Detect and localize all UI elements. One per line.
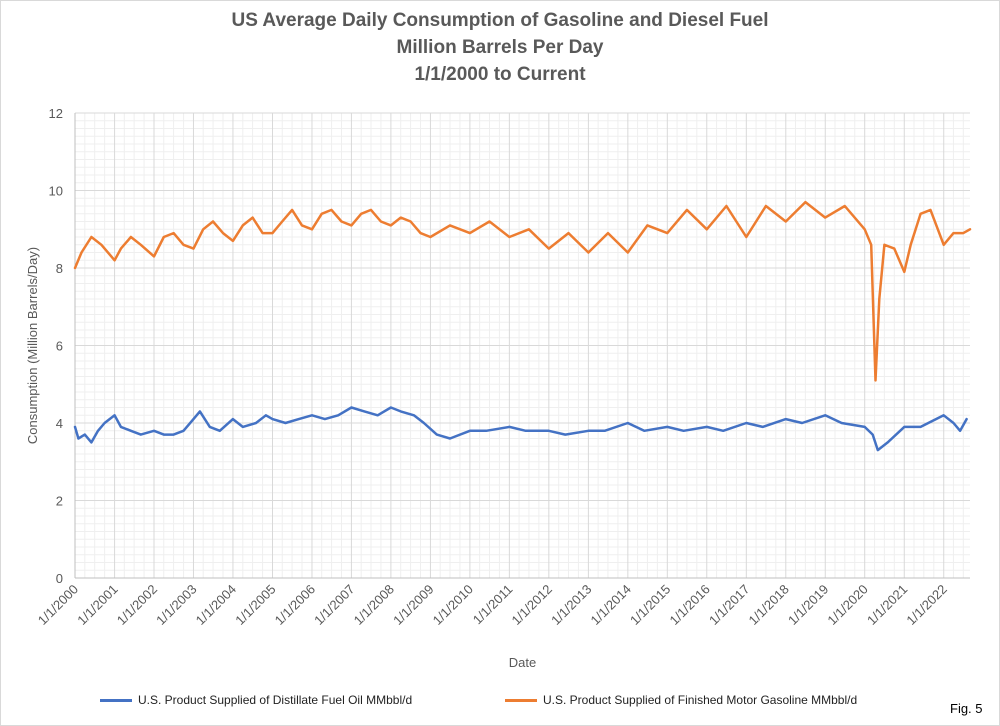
x-tick-label: 1/1/2011 [470, 582, 516, 628]
x-tick-label: 1/1/2018 [746, 582, 792, 628]
x-tick-label: 1/1/2020 [824, 582, 870, 628]
x-tick-label: 1/1/2006 [272, 582, 318, 628]
x-tick-label: 1/1/2022 [903, 582, 949, 628]
y-tick-label: 12 [49, 106, 63, 121]
series-line-gasoline [73, 200, 972, 382]
y-tick-label: 2 [56, 494, 63, 509]
legend-item-gasoline: U.S. Product Supplied of Finished Motor … [505, 693, 857, 707]
x-tick-label: 1/1/2007 [311, 582, 357, 628]
legend-item-distillate: U.S. Product Supplied of Distillate Fuel… [100, 693, 412, 707]
x-tick-label: 1/1/2019 [785, 582, 831, 628]
x-tick-label: 1/1/2002 [114, 582, 160, 628]
chart-subtitle-range: 1/1/2000 to Current [414, 64, 586, 85]
x-tick-label: 1/1/2013 [548, 582, 594, 628]
x-tick-label: 1/1/2015 [627, 582, 673, 628]
x-tick-label: 1/1/2010 [430, 582, 476, 628]
x-axis-title: Date [509, 655, 536, 670]
x-tick-label: 1/1/2005 [232, 582, 278, 628]
x-tick-label: 1/1/2004 [193, 582, 239, 628]
x-tick-label: 1/1/2003 [153, 582, 199, 628]
y-tick-label: 4 [56, 416, 63, 431]
major-gridlines [74, 112, 970, 579]
x-tick-label: 1/1/2012 [509, 582, 555, 628]
x-tick-label: 1/1/2001 [74, 582, 120, 628]
chart-title: US Average Daily Consumption of Gasoline… [231, 10, 769, 31]
x-tick-label: 1/1/2014 [588, 582, 634, 628]
chart-subtitle-units: Million Barrels Per Day [396, 37, 604, 58]
x-tick-label: 1/1/2017 [706, 582, 752, 628]
y-tick-label: 6 [56, 339, 63, 354]
x-tick-label: 1/1/2021 [864, 582, 910, 628]
x-tick-label: 1/1/2016 [666, 582, 712, 628]
legend-label-gasoline: U.S. Product Supplied of Finished Motor … [543, 693, 858, 707]
y-tick-label: 10 [49, 184, 63, 199]
legend-swatch-gasoline [505, 698, 537, 702]
y-tick-label: 8 [56, 261, 63, 276]
series-line-distillate [73, 406, 968, 452]
x-tick-label: 1/1/2009 [390, 582, 436, 628]
legend-label-distillate: U.S. Product Supplied of Distillate Fuel… [138, 693, 413, 707]
figure-label: Fig. 5 [950, 701, 983, 716]
x-tick-label: 1/1/2008 [351, 582, 397, 628]
x-tick-label: 1/1/2000 [35, 582, 81, 628]
y-axis-title: Consumption (Million Barrels/Day) [25, 247, 40, 444]
legend-swatch-distillate [100, 698, 132, 702]
y-tick-label: 0 [56, 571, 63, 586]
